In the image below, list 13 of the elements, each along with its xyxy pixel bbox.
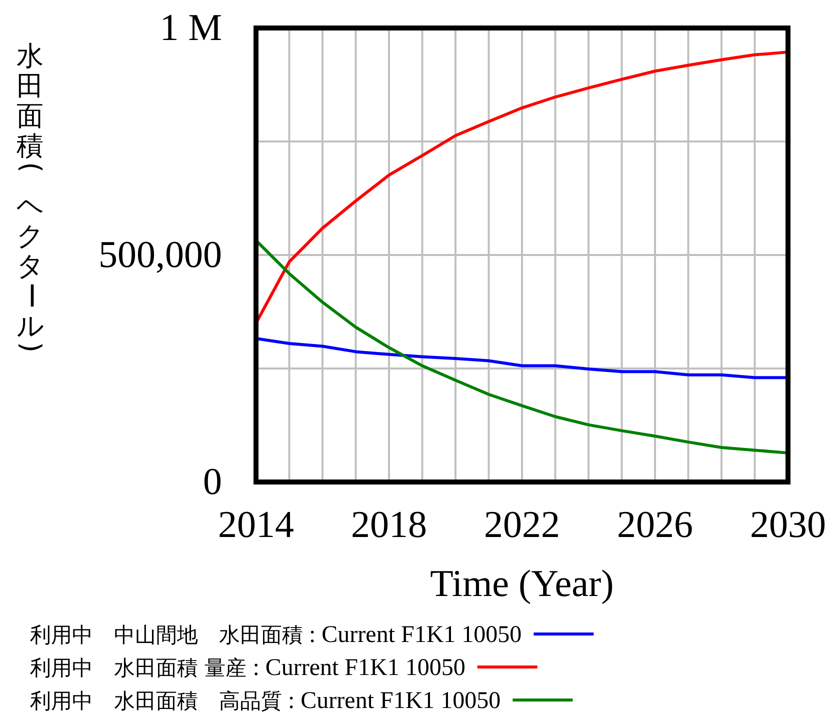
x-tick-label: 2018 xyxy=(351,504,427,546)
y-tick-label: 1 M xyxy=(160,7,222,49)
legend-label: 利用中 水田面積 高品質 : Current F1K1 10050 xyxy=(30,688,501,714)
y-tick-label: 500,000 xyxy=(98,234,222,276)
legend-label: 利用中 中山間地 水田面積 : Current F1K1 10050 xyxy=(30,622,522,648)
legend-label: 利用中 水田面積 量産 : Current F1K1 10050 xyxy=(30,655,466,681)
x-tick-label: 2022 xyxy=(484,504,560,546)
x-tick-label: 2014 xyxy=(218,504,294,546)
y-tick-label: 0 xyxy=(203,461,222,503)
x-tick-label: 2026 xyxy=(617,504,693,546)
x-axis-title: Time (Year) xyxy=(430,563,614,605)
x-tick-label: 2030 xyxy=(750,504,826,546)
text: 水田面積(ヘクタール) xyxy=(14,40,46,353)
